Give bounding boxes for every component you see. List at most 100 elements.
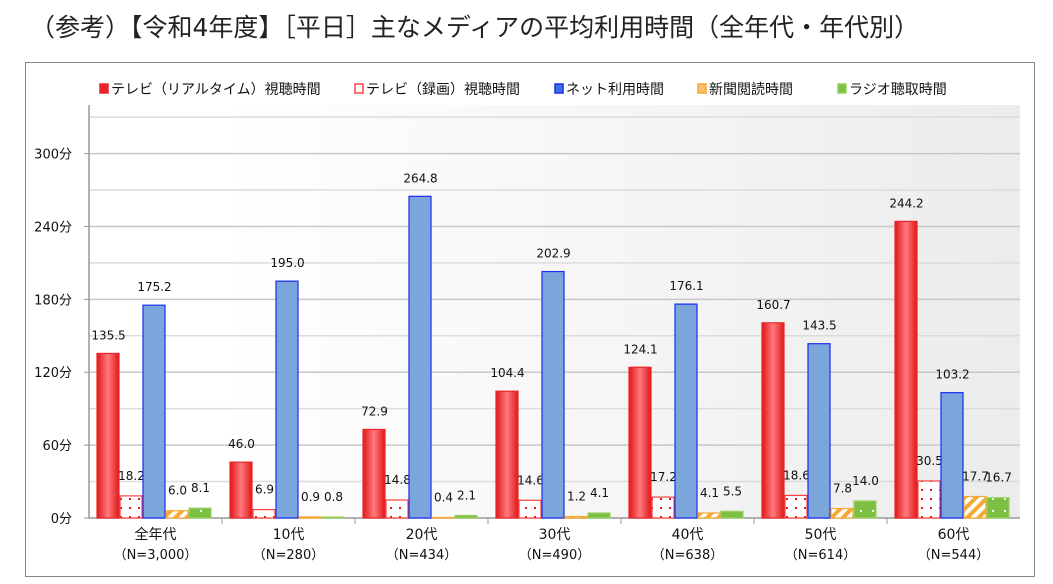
bar: [321, 516, 345, 519]
bar: [697, 512, 721, 519]
data-label: 0.4: [434, 491, 453, 505]
data-label: 14.0: [852, 474, 879, 488]
legend-swatch: [354, 83, 364, 94]
data-label: 8.1: [191, 481, 210, 495]
y-tick-label: 60分: [42, 439, 72, 454]
y-tick-label: 300分: [34, 148, 72, 163]
plot-background: [222, 105, 1020, 518]
x-tick-label: 全年代: [135, 526, 177, 543]
x-tick-sublabel: （N=434）: [386, 548, 457, 563]
bar: [940, 392, 964, 519]
data-label: 202.9: [536, 247, 570, 261]
x-tick-sublabel: （N=638）: [652, 548, 723, 563]
bar: [454, 514, 478, 519]
data-label: 124.1: [623, 342, 657, 356]
bar: [142, 304, 166, 519]
data-label: 176.1: [669, 279, 703, 293]
bar: [495, 390, 519, 519]
legend-label: 新聞閲読時間: [709, 81, 793, 98]
data-label: 30.5: [916, 454, 943, 468]
bar: [252, 509, 276, 519]
legend-swatch: [554, 83, 564, 94]
data-label: 1.2: [567, 490, 586, 504]
data-label: 4.1: [700, 486, 719, 500]
data-label: 195.0: [270, 256, 304, 270]
bar: [651, 496, 675, 519]
data-label: 175.2: [137, 280, 171, 294]
bar: [720, 510, 744, 519]
y-tick-label: 240分: [34, 220, 72, 235]
x-tick-label: 60代: [938, 527, 970, 543]
data-label: 17.7: [962, 469, 989, 483]
bar: [853, 500, 877, 519]
data-label: 72.9: [361, 404, 388, 418]
x-tick-sublabel: （N=544）: [918, 548, 989, 563]
x-tick-sublabel: （N=490）: [519, 548, 590, 563]
legend-swatch: [697, 83, 707, 94]
bar: [564, 515, 588, 519]
data-label: 4.1: [590, 486, 609, 500]
data-label: 0.9: [301, 490, 320, 504]
x-tick-sublabel: （N=3,000）: [114, 548, 198, 563]
bar: [628, 366, 652, 519]
y-tick-label: 120分: [34, 366, 72, 381]
x-tick-sublabel: （N=614）: [785, 548, 856, 563]
data-label: 2.1: [457, 488, 476, 502]
data-label: 0.8: [324, 490, 343, 504]
data-label: 6.0: [168, 484, 187, 498]
bar: [229, 461, 253, 519]
x-tick-label: 10代: [273, 527, 305, 543]
bar: [917, 480, 941, 519]
data-label: 14.8: [384, 473, 411, 487]
data-label: 46.0: [228, 437, 255, 451]
chart-frame: [25, 62, 1035, 577]
data-label: 135.5: [91, 328, 125, 342]
data-label: 17.2: [650, 470, 677, 484]
data-label: 264.8: [403, 171, 437, 185]
legend-label: ネット利用時間: [566, 82, 664, 98]
bar: [408, 195, 432, 519]
bar: [674, 303, 698, 519]
x-tick-label: 40代: [672, 527, 704, 543]
bar: [986, 497, 1010, 519]
data-label: 14.6: [517, 473, 544, 487]
legend-swatch: [99, 83, 109, 94]
bar: [275, 280, 299, 519]
bar: [830, 507, 854, 519]
bar: [784, 494, 808, 519]
bar: [894, 220, 918, 519]
bar: [119, 495, 143, 519]
bar: [96, 352, 120, 519]
bar: [587, 512, 611, 519]
x-tick-sublabel: （N=280）: [253, 548, 324, 563]
bar: [385, 499, 409, 519]
data-label: 5.5: [723, 484, 742, 498]
bar: [518, 499, 542, 519]
data-label: 7.8: [833, 482, 852, 496]
data-label: 18.2: [118, 469, 145, 483]
bar: [541, 270, 565, 519]
legend-label: ラジオ聴取時間: [849, 82, 947, 98]
x-tick-label: 30代: [539, 527, 571, 543]
data-label: 143.5: [802, 319, 836, 333]
bar: [807, 343, 831, 519]
data-label: 103.2: [935, 368, 969, 382]
data-label: 6.9: [255, 483, 274, 497]
bar: [761, 322, 785, 519]
bar: [165, 510, 189, 519]
data-label: 16.7: [985, 471, 1012, 485]
data-label: 104.4: [490, 366, 524, 380]
bar: [963, 495, 987, 519]
bar: [298, 516, 322, 519]
page-title: （参考）【令和4年度】［平日］主なメディアの平均利用時間（全年代・年代別）: [30, 13, 920, 42]
data-label: 244.2: [889, 196, 923, 210]
bar: [362, 428, 386, 519]
data-label: 160.7: [756, 298, 790, 312]
y-tick-label: 0分: [51, 512, 72, 527]
legend-swatch: [837, 83, 847, 94]
legend-label: テレビ（リアルタイム）視聴時間: [111, 82, 321, 98]
data-label: 18.6: [783, 468, 810, 482]
bar: [188, 507, 212, 519]
legend-label: テレビ（録画）視聴時間: [366, 82, 520, 98]
